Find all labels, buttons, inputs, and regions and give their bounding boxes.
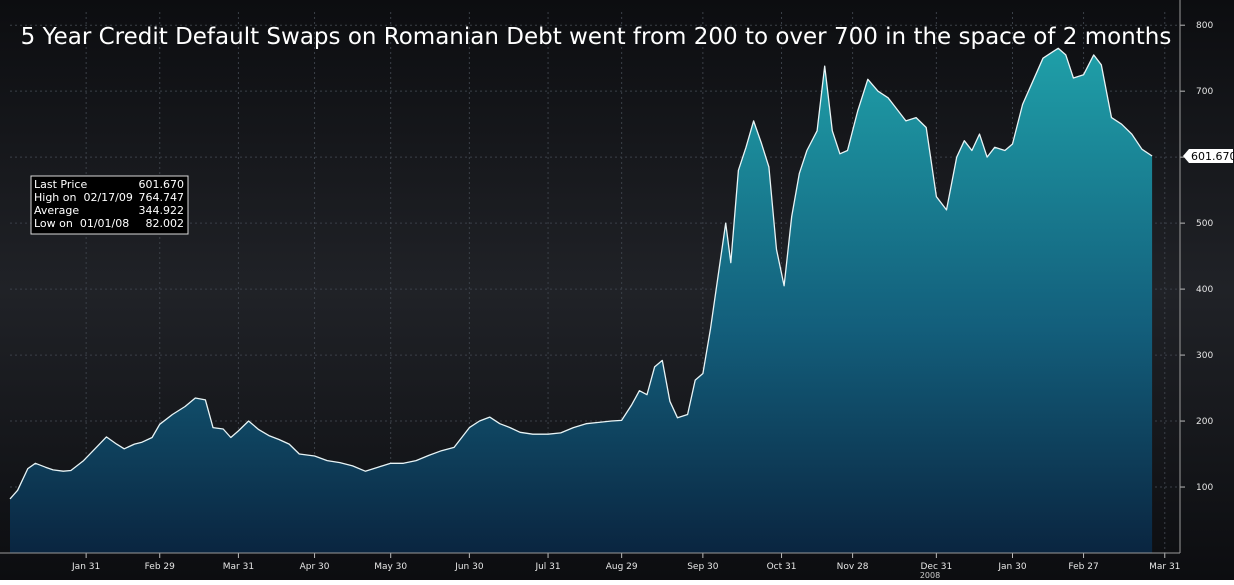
stats-box-frame: [30, 175, 189, 235]
y-tick-label: 100: [1196, 483, 1213, 493]
x-tick-label: May 30: [374, 562, 407, 572]
x-tick-label: Mar 31: [223, 562, 254, 572]
x-tick-label: Nov 28: [837, 562, 869, 572]
x-tick-label: Mar 31: [1149, 562, 1180, 572]
series-area: [10, 48, 1153, 554]
y-tick-label: 200: [1196, 417, 1213, 427]
y-tick-label: 800: [1196, 21, 1213, 31]
x-tick-label: Jun 30: [454, 562, 484, 572]
series-line: [9, 47, 1153, 500]
y-tick-label: 500: [1196, 219, 1213, 229]
x-tick-label: Apr 30: [300, 562, 330, 572]
stats-box: Last Price 601.670 High on 02/17/09 764.…: [30, 175, 189, 235]
y-tick-label: 300: [1196, 351, 1213, 361]
stats-average-label: Average: [34, 204, 79, 217]
x-tick-label: Jul 31: [534, 562, 560, 572]
stats-low-label: Low on 01/01/08: [34, 217, 129, 230]
last-value-flag: [1183, 149, 1233, 164]
y-tick-label: 700: [1196, 87, 1213, 97]
x-tick-label: Feb 29: [145, 562, 176, 572]
last-value-label: 601.670: [1191, 150, 1234, 163]
stats-high-value: 764.747: [139, 191, 185, 204]
chart-title: 5 Year Credit Default Swaps on Romanian …: [21, 24, 1172, 50]
stats-high-label: High on 02/17/09: [34, 191, 133, 204]
x-tick-label: Dec 31: [920, 562, 952, 572]
x-tick-label: Feb 27: [1068, 562, 1098, 572]
stats-low-value: 82.002: [146, 217, 185, 230]
y-tick-label: 400: [1196, 285, 1213, 295]
x-tick-label: Aug 29: [606, 562, 638, 572]
x-tick-label: Jan 31: [71, 562, 100, 572]
stats-last-price-label: Last Price: [34, 178, 87, 191]
x-tick-label: Sep 30: [687, 562, 719, 572]
x-tick-label: Jan 30: [997, 562, 1026, 572]
stats-average-value: 344.922: [139, 204, 185, 217]
last-value-marker: 601.670: [1183, 149, 1234, 164]
data-area: [9, 47, 1153, 554]
stats-last-price-value: 601.670: [139, 178, 185, 191]
x-tick-label: Oct 31: [767, 562, 797, 572]
year-label: 2008: [920, 571, 940, 580]
